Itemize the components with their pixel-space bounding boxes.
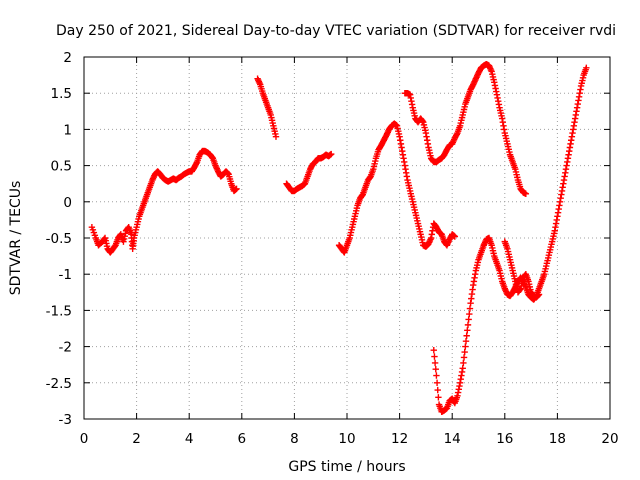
- data-point: [459, 365, 466, 372]
- x-tick-label: 6: [238, 431, 247, 447]
- data-point: [463, 332, 470, 339]
- data-point: [583, 64, 590, 72]
- x-tick-label: 2: [132, 431, 141, 447]
- data-point: [431, 353, 438, 360]
- data-point: [435, 394, 442, 401]
- data-point: [522, 190, 530, 198]
- data-point: [460, 354, 468, 361]
- data-point: [432, 366, 439, 373]
- x-tick-label: 20: [601, 431, 618, 447]
- y-tick-label: 0: [63, 195, 72, 211]
- x-tick-labels: 0 2 4 6 8 10 12 14 16 18 20: [80, 431, 619, 447]
- data-point: [466, 310, 473, 318]
- x-tick-label: 8: [290, 431, 299, 447]
- axis-ticks: [83, 56, 611, 420]
- y-tick-label: -3: [59, 412, 72, 428]
- x-tick-label: 16: [496, 431, 513, 447]
- x-axis-label: GPS time / hours: [288, 459, 405, 475]
- y-axis-label: SDTVAR / TECUs: [8, 181, 24, 296]
- data-point: [433, 372, 440, 379]
- data-point: [462, 343, 469, 350]
- chart-title: Day 250 of 2021, Sidereal Day-to-day VTE…: [56, 23, 616, 39]
- data-point: [451, 233, 459, 240]
- data-point: [433, 379, 441, 386]
- data-point: [464, 321, 472, 329]
- data-point: [430, 347, 437, 354]
- data-point: [465, 316, 472, 323]
- y-tick-label: -0.5: [46, 231, 72, 247]
- y-tick-label: 0.5: [51, 159, 72, 175]
- y-tick-label: -1: [59, 267, 72, 283]
- y-tick-label: 2: [63, 50, 72, 66]
- data-points: [88, 61, 590, 415]
- data-point: [434, 386, 441, 394]
- data-point: [462, 337, 470, 345]
- y-tick-label: -1.5: [46, 303, 72, 319]
- data-point: [466, 305, 474, 312]
- data-point: [328, 150, 335, 158]
- data-point: [233, 185, 240, 192]
- data-point: [272, 133, 280, 140]
- x-tick-label: 12: [391, 431, 408, 447]
- y-tick-label: 1.5: [51, 86, 72, 102]
- y-tick-label: 1: [63, 122, 72, 138]
- y-tick-label: -2.5: [46, 376, 72, 392]
- x-tick-label: 0: [80, 431, 89, 447]
- data-point: [535, 291, 543, 298]
- data-point: [464, 327, 471, 334]
- data-point: [431, 359, 439, 367]
- x-tick-label: 14: [444, 431, 461, 447]
- data-point: [460, 359, 467, 367]
- x-tick-label: 4: [185, 431, 194, 447]
- x-tick-label: 18: [549, 431, 566, 447]
- y-tick-labels: 2 1.5 1 0.5 0 -0.5 -1 -1.5 -2 -2.5 -3: [46, 50, 72, 428]
- x-tick-label: 10: [338, 431, 355, 447]
- y-tick-label: -2: [59, 340, 72, 356]
- data-point: [461, 348, 468, 356]
